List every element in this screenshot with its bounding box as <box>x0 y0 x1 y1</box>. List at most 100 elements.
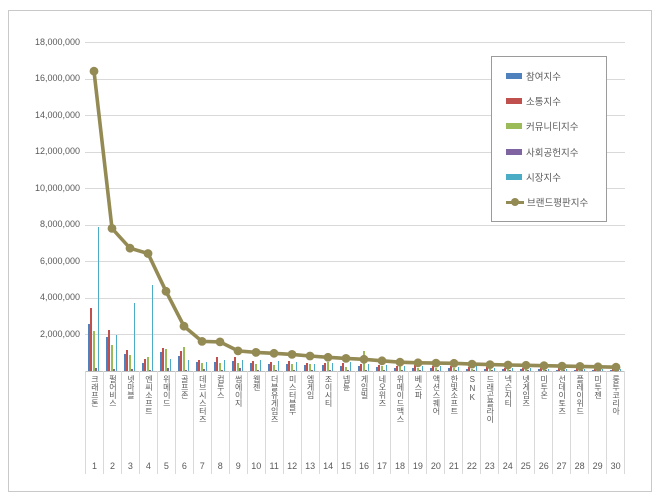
line-marker <box>251 348 261 357</box>
x-category-name: 네오위즈 <box>377 375 386 407</box>
bar <box>542 369 545 371</box>
bar <box>619 369 622 371</box>
bar <box>180 350 183 371</box>
x-category-cell: 넷게임즈 25 <box>517 371 536 474</box>
bar <box>178 355 180 371</box>
bar <box>383 370 386 371</box>
x-rank-label: 13 <box>305 460 316 471</box>
bar <box>502 369 504 371</box>
x-category-cell: 더블유게임즈 11 <box>266 371 284 474</box>
x-category-name: 조이시티 <box>324 375 333 407</box>
line-marker <box>287 350 297 359</box>
x-category-cell: 네오위즈 17 <box>374 371 392 474</box>
x-category-cell: SNK 22 <box>463 371 482 474</box>
reputation-line <box>89 66 621 372</box>
bar <box>288 361 291 371</box>
bar <box>439 366 442 371</box>
bar <box>146 356 149 371</box>
y-tick-label: 10,000,000 <box>34 182 80 193</box>
gridline <box>85 115 625 117</box>
bar <box>376 367 378 371</box>
bar <box>380 366 383 371</box>
bar <box>545 370 548 371</box>
x-category-name: 엔씨소프트 <box>144 375 153 415</box>
legend-item: 시장지수 <box>506 170 606 184</box>
x-category-cell: 넵튠 15 <box>338 371 356 474</box>
gridline <box>85 297 625 299</box>
x-category-name: 한빛소프트 <box>449 375 458 415</box>
line-marker <box>269 348 279 358</box>
x-rank-label: 4 <box>145 460 151 471</box>
bar <box>511 368 514 371</box>
bar <box>349 361 352 371</box>
x-rank-label: 7 <box>199 460 205 471</box>
x-category-cell: 미투온 26 <box>535 371 554 474</box>
x-category-cell: 크래프톤 1 <box>85 371 104 474</box>
bar <box>131 369 134 371</box>
bar <box>295 361 298 371</box>
bar <box>466 369 468 371</box>
x-category-name: 웹젠 <box>252 375 261 391</box>
bar <box>200 363 203 371</box>
legend-marker <box>511 198 519 207</box>
x-rank-label: 6 <box>181 460 187 471</box>
bar <box>358 366 360 371</box>
bar <box>252 361 255 371</box>
x-category-cell: 넥슨지티 24 <box>499 371 518 474</box>
bar <box>434 368 437 371</box>
line-marker <box>197 337 207 346</box>
bar <box>493 367 496 371</box>
y-tick-label: 2,000,000 <box>39 328 80 339</box>
bar <box>581 370 584 371</box>
x-rank-label: 22 <box>466 460 477 471</box>
bar <box>419 370 422 371</box>
x-category-name: 데브시스터즈 <box>198 375 207 423</box>
gridline <box>85 334 625 336</box>
legend-label: 브랜드평판지수 <box>527 198 589 210</box>
bar <box>306 362 309 371</box>
bar <box>254 363 257 371</box>
bar <box>486 367 489 371</box>
line-marker <box>89 66 99 76</box>
bar <box>218 363 221 371</box>
x-rank-label: 28 <box>574 460 585 471</box>
x-axis-labels: 크래프톤 1 펄어비스 2 넷마블 3 엔씨소프트 4 위메이드 5 골프존 6 데브시스터즈 7 컴투스 8… <box>85 371 626 474</box>
bar <box>167 367 170 371</box>
bar <box>416 367 419 371</box>
y-tick-label: 6,000,000 <box>39 255 80 266</box>
bar <box>509 370 512 371</box>
line-marker <box>593 362 603 372</box>
line-marker <box>107 224 117 233</box>
bar <box>547 368 550 371</box>
line-marker <box>341 354 351 363</box>
x-category-cell: 웹젠 10 <box>248 371 266 474</box>
bar <box>95 367 98 371</box>
line-marker <box>539 361 549 371</box>
legend-item: 참여지수 <box>506 69 606 83</box>
legend-label: 소통지수 <box>526 96 561 108</box>
x-rank-label: 11 <box>269 460 279 471</box>
bar <box>164 348 167 371</box>
bar <box>198 359 201 371</box>
line-marker <box>575 362 585 371</box>
bar <box>385 365 388 371</box>
legend-swatch <box>506 148 522 155</box>
x-rank-label: 23 <box>484 460 495 471</box>
line-marker <box>323 352 333 362</box>
bar <box>216 356 219 371</box>
y-tick-label: 18,000,000 <box>34 36 80 47</box>
bar <box>437 370 440 371</box>
x-category-cell: 한빛소프트 21 <box>445 371 464 474</box>
bar <box>257 370 260 371</box>
bar <box>268 364 270 371</box>
bar <box>538 369 540 371</box>
bar <box>326 361 329 371</box>
bar <box>313 364 316 371</box>
legend-label: 시장지수 <box>526 172 561 184</box>
bar <box>214 361 216 371</box>
bar <box>378 365 381 371</box>
bar <box>396 365 399 371</box>
bar <box>223 359 226 371</box>
bar <box>331 362 334 371</box>
x-rank-label: 18 <box>394 460 405 471</box>
